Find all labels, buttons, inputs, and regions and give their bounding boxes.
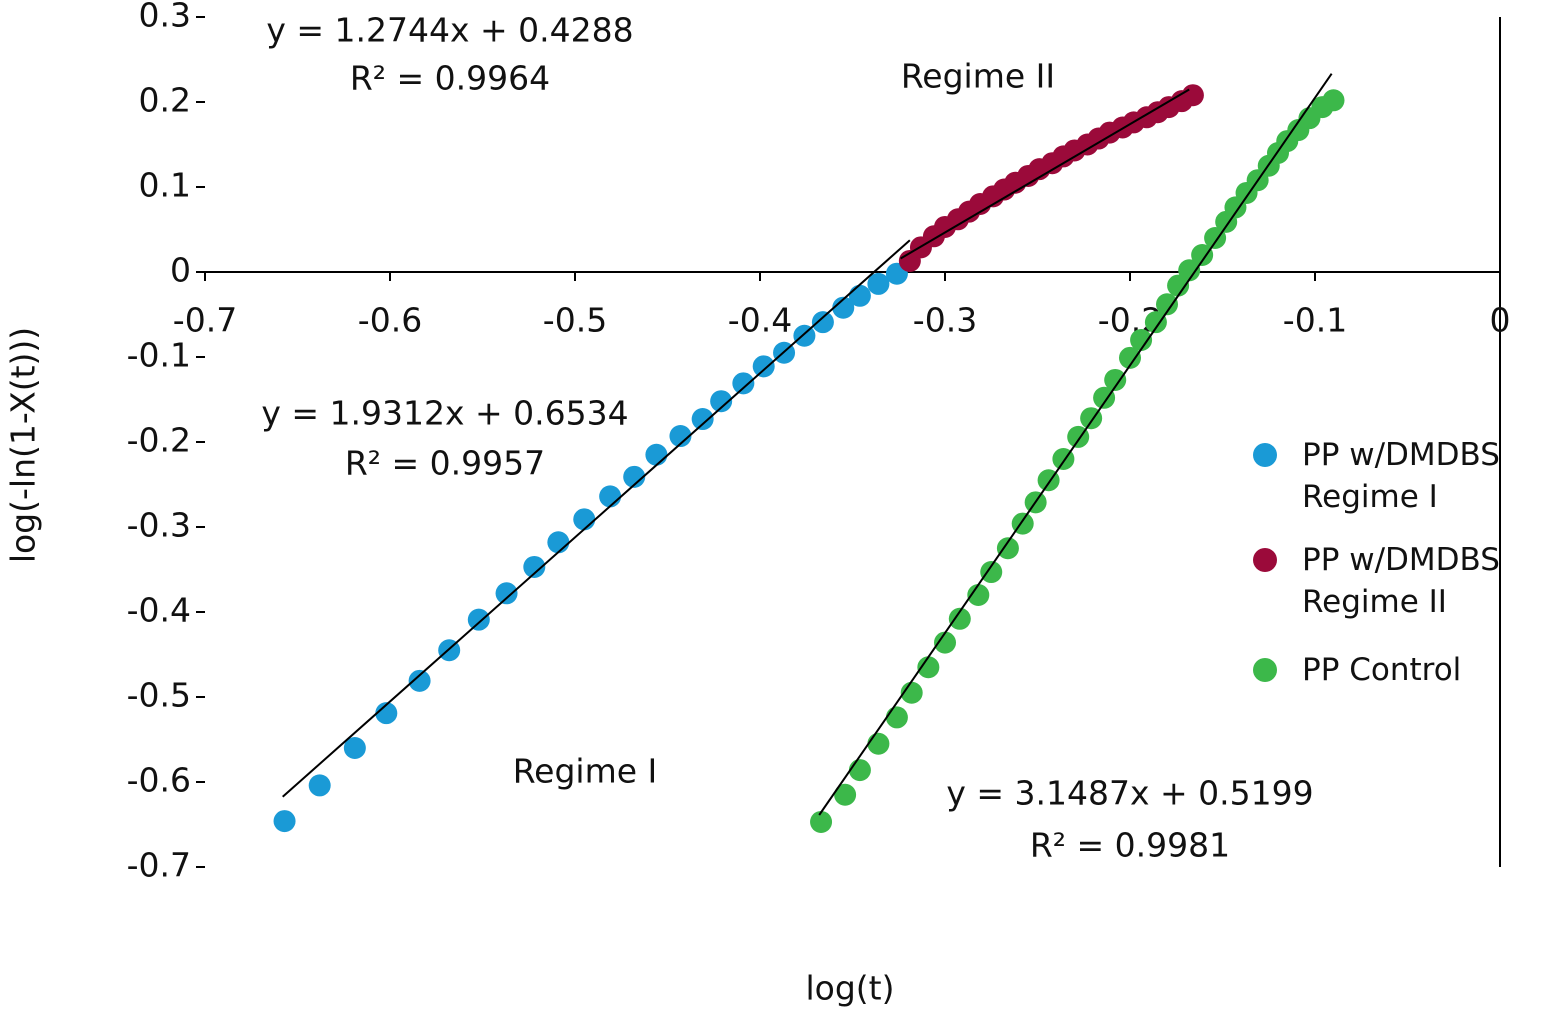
data-point: [1130, 329, 1153, 351]
data-point: [900, 681, 923, 704]
annotation: R² = 0.9981: [1030, 826, 1230, 865]
data-point: [934, 631, 956, 654]
legend-label: PP w/DMDBS Regime II: [1302, 542, 1500, 620]
y-tick-label: 0.3: [139, 0, 191, 35]
x-tick-label: 0: [1490, 301, 1511, 340]
legend-label: PP Control: [1302, 652, 1462, 688]
y-axis-title: log(-ln(1-X(t))): [4, 327, 43, 563]
y-tick-label: 0.1: [139, 166, 191, 205]
x-tick-label: -0.6: [358, 301, 422, 340]
legend-label: PP w/DMDBS Regime I: [1302, 437, 1500, 515]
data-point: [996, 537, 1019, 560]
data-point: [967, 584, 990, 606]
data-point: [645, 443, 668, 466]
data-point: [308, 774, 331, 797]
data-point: [547, 531, 570, 554]
data-point: [710, 390, 733, 413]
data-point: [343, 737, 366, 759]
data-point: [691, 408, 714, 431]
data-point: [917, 656, 940, 679]
data-point: [1119, 346, 1141, 369]
y-tick-label: 0: [170, 251, 191, 290]
data-point: [885, 706, 908, 729]
y-tick-label: -0.6: [127, 761, 191, 800]
legend-marker: [1253, 548, 1277, 572]
annotation: y = 3.1487x + 0.5199: [946, 774, 1313, 813]
y-tick-label: -0.7: [127, 846, 191, 885]
data-point: [1093, 386, 1116, 409]
data-point: [948, 607, 971, 630]
data-point: [573, 508, 596, 531]
y-tick-label: 0.2: [139, 81, 191, 120]
data-point: [732, 372, 755, 395]
y-tick-label: -0.2: [127, 421, 191, 460]
x-axis-title: log(t): [806, 969, 895, 1008]
legend-marker: [1253, 658, 1277, 682]
data-point: [810, 810, 833, 833]
x-tick-label: -0.5: [543, 301, 607, 340]
data-point: [273, 810, 296, 833]
data-point: [375, 702, 398, 725]
data-point: [1191, 244, 1214, 266]
data-point: [1156, 293, 1178, 316]
data-point: [523, 555, 546, 578]
data-point: [599, 485, 622, 508]
x-tick-label: -0.1: [1283, 301, 1347, 340]
data-point: [752, 355, 775, 378]
y-tick-label: -0.1: [127, 336, 191, 375]
data-point: [669, 425, 692, 448]
x-tick-label: -0.4: [728, 301, 792, 340]
data-point: [1181, 84, 1204, 107]
data-point: [834, 783, 857, 806]
data-point: [623, 465, 646, 488]
x-tick-label: -0.3: [913, 301, 977, 340]
data-point: [1204, 227, 1227, 249]
annotation: Regime II: [901, 57, 1055, 96]
annotation: y = 1.9312x + 0.6534: [261, 394, 628, 433]
legend-marker: [1253, 443, 1277, 467]
data-point: [867, 272, 890, 295]
trendline: [282, 239, 911, 798]
y-tick-label: -0.5: [127, 676, 191, 715]
data-point: [467, 608, 490, 631]
y-tick-label: -0.4: [127, 591, 191, 630]
data-point: [867, 732, 890, 755]
data-point: [848, 284, 871, 307]
data-point: [1144, 311, 1167, 334]
annotation: R² = 0.9964: [350, 59, 550, 98]
data-point: [832, 296, 855, 319]
annotation: Regime I: [513, 752, 658, 791]
data-point: [980, 561, 1003, 584]
annotation: R² = 0.9957: [345, 444, 545, 483]
data-point: [1178, 259, 1201, 282]
annotation: y = 1.2744x + 0.4288: [266, 11, 633, 50]
trendline: [900, 88, 1190, 260]
data-point: [408, 669, 431, 692]
x-tick-label: -0.7: [173, 301, 237, 340]
data-point: [1104, 368, 1127, 391]
data-point: [848, 759, 871, 782]
data-point: [1167, 274, 1190, 297]
data-point: [1322, 89, 1345, 112]
trendline: [818, 73, 1333, 816]
data-point: [495, 582, 518, 605]
data-point: [811, 311, 834, 334]
y-tick-label: -0.3: [127, 506, 191, 545]
